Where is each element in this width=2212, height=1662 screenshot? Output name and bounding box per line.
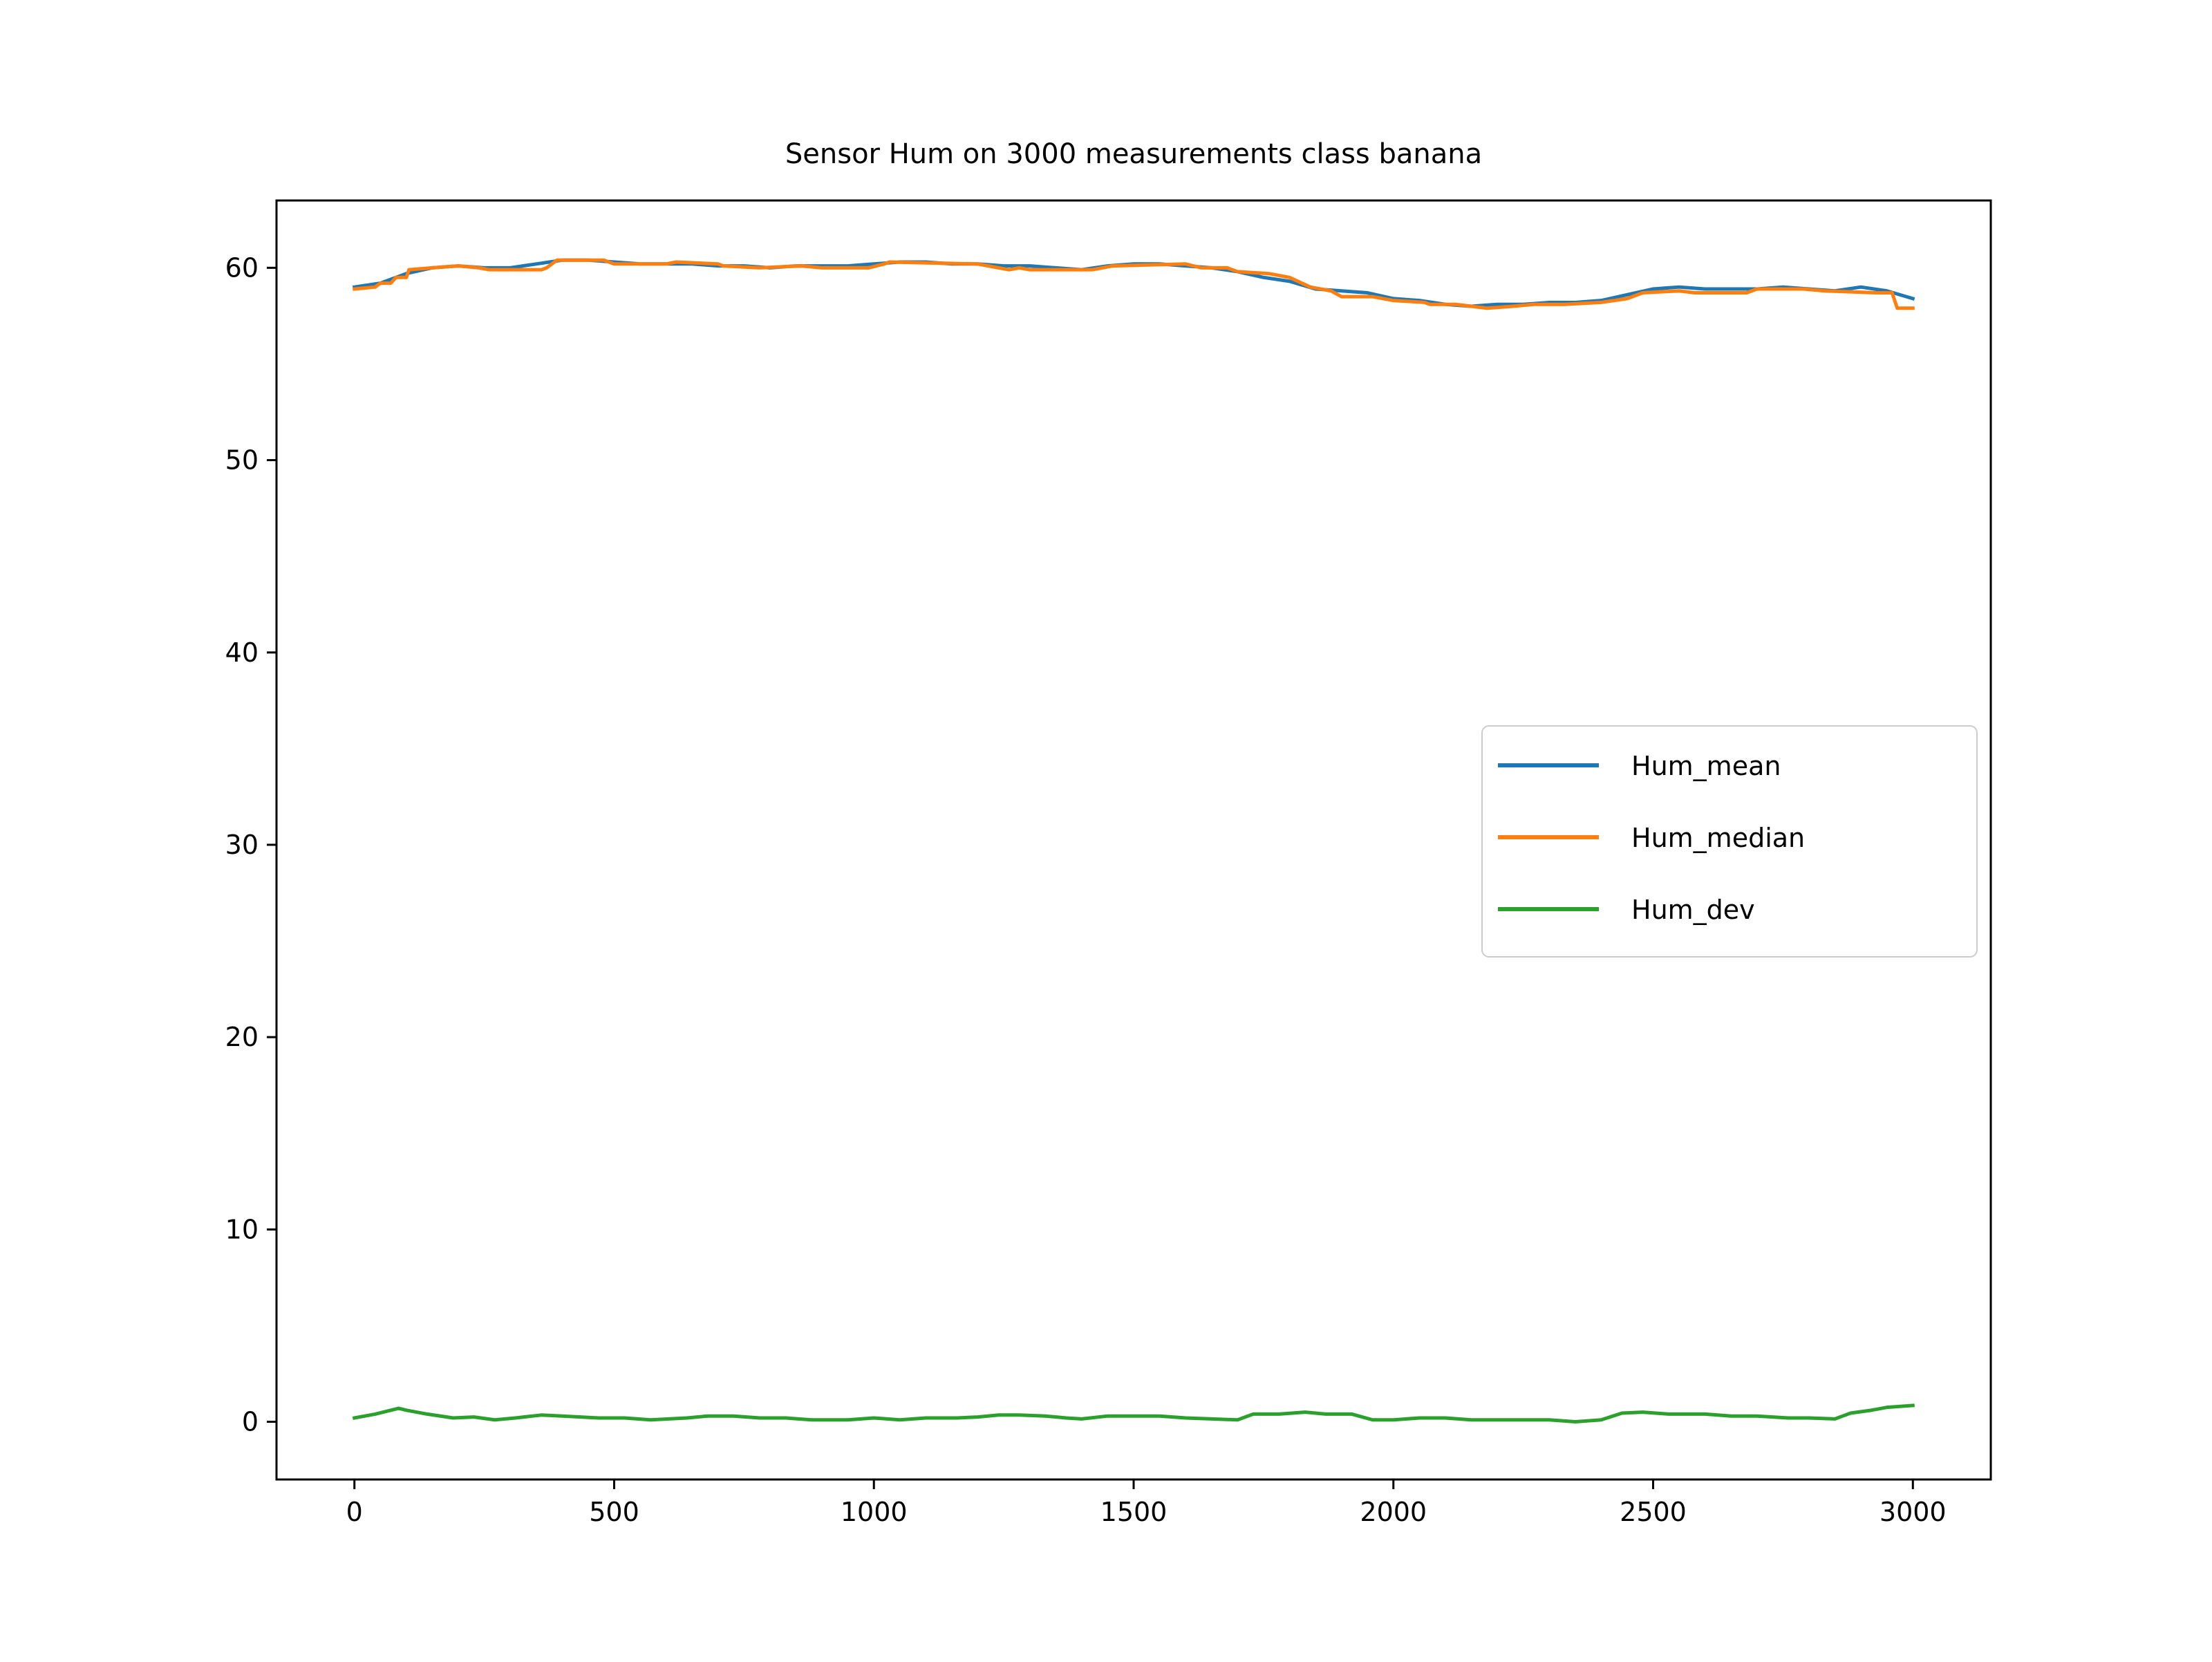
plot-area-border xyxy=(275,199,1992,1481)
y-tick-label-20: 20 xyxy=(225,1022,259,1052)
y-tick-label-10: 10 xyxy=(225,1214,259,1244)
chart-title: Sensor Hum on 3000 measurements class ba… xyxy=(785,138,1482,170)
x-tick-label-2000: 2000 xyxy=(1360,1497,1427,1527)
legend-label-hum-median: Hum_median xyxy=(1631,823,1805,853)
x-tick-label-2500: 2500 xyxy=(1620,1497,1687,1527)
y-tick-label-0: 0 xyxy=(242,1407,259,1437)
legend-label-hum-mean: Hum_mean xyxy=(1631,751,1781,781)
x-tick-label-500: 500 xyxy=(589,1497,639,1527)
x-axis: 0 500 1000 1500 2000 2500 3000 xyxy=(346,1479,1947,1527)
series-line-hum-median xyxy=(353,258,1915,310)
series-line-hum-dev xyxy=(352,1403,1915,1424)
series-layer xyxy=(352,258,1915,1424)
y-tick-label-40: 40 xyxy=(225,637,259,668)
legend: Hum_mean Hum_median Hum_dev xyxy=(1481,725,1978,958)
y-tick-label-30: 30 xyxy=(225,830,259,860)
y-tick-label-50: 50 xyxy=(225,445,259,476)
legend-box xyxy=(1481,725,1978,958)
x-tick-label-0: 0 xyxy=(346,1497,363,1527)
y-axis: 0 10 20 30 40 50 60 xyxy=(225,252,276,1437)
y-tick-label-60: 60 xyxy=(225,252,259,283)
legend-label-hum-dev: Hum_dev xyxy=(1631,895,1755,925)
x-tick-label-1000: 1000 xyxy=(841,1497,908,1527)
x-tick-label-1500: 1500 xyxy=(1100,1497,1168,1527)
x-tick-label-3000: 3000 xyxy=(1880,1497,1947,1527)
